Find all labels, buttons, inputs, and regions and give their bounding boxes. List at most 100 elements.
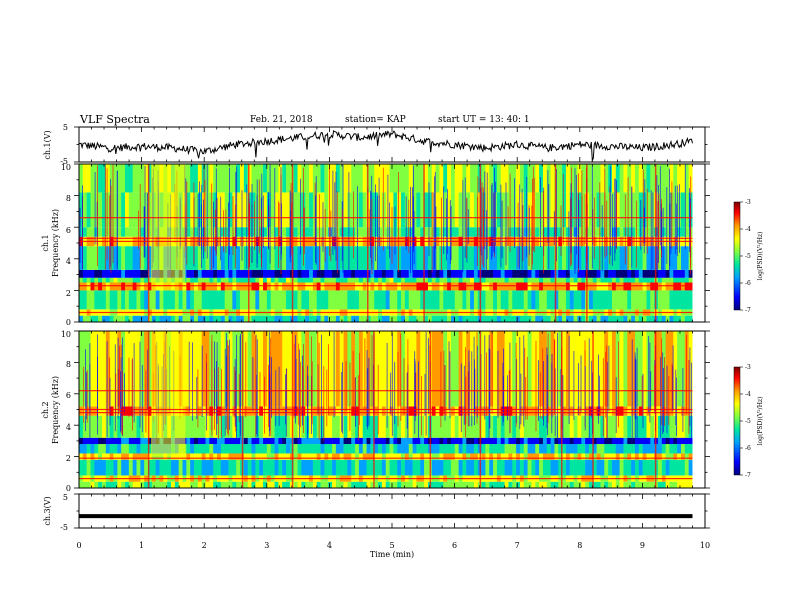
ch1-ytick-bottom: -5 <box>60 157 68 166</box>
spectrogram-cell <box>623 415 628 438</box>
spectrogram-cell <box>220 227 225 237</box>
spectrogram-cell <box>608 437 613 445</box>
spectrogram-cell <box>450 459 456 476</box>
spectrogram-cell <box>650 444 655 454</box>
spectrogram-streak <box>118 368 120 415</box>
spectrogram-cell <box>615 290 620 310</box>
spectrogram-cell <box>339 277 344 283</box>
spectrogram-streak <box>281 203 282 255</box>
spectrogram-cell <box>355 315 360 322</box>
spectrogram-cell <box>121 315 126 322</box>
spectrogram-cell <box>297 459 302 476</box>
spectrogram-cell <box>358 290 364 310</box>
spectrogram-cell <box>136 290 141 310</box>
spectrogram-cell <box>489 164 494 193</box>
spectrogram-streak <box>353 191 354 259</box>
spectrogram-cell <box>596 444 601 454</box>
spectrogram-cell <box>539 331 544 407</box>
spectrogram-cell <box>213 269 218 278</box>
spectrogram-cell <box>496 437 502 445</box>
spectrogram-cell <box>554 453 559 460</box>
spectrogram-cell <box>312 437 318 445</box>
spectrogram-cell <box>362 444 367 454</box>
spectrogram-cell <box>454 437 459 445</box>
spectrogram-cell <box>684 277 689 283</box>
spectrogram-cell <box>638 290 643 310</box>
spectrogram-cell <box>489 290 494 310</box>
spectrogram-cell <box>539 453 544 460</box>
spectrogram-cell <box>90 227 95 237</box>
spectrogram-cell <box>657 415 663 438</box>
spectrogram-streak <box>216 197 218 247</box>
spectrogram-cell <box>542 453 548 460</box>
spectrogram-cell <box>186 269 191 278</box>
spectrogram-cell <box>646 459 651 476</box>
spectrogram-streak <box>525 377 527 420</box>
spectrogram-cell <box>638 246 643 270</box>
spectrogram-streak <box>444 365 446 415</box>
spectrogram-streak <box>421 375 422 436</box>
spectrogram-cell <box>121 453 126 460</box>
spectrogram-cell <box>167 481 172 488</box>
spectrogram-cell <box>466 415 471 438</box>
spectrogram-cell <box>420 277 425 283</box>
spectrogram-cell <box>550 277 555 283</box>
spectrogram-cell <box>404 290 410 310</box>
spectrogram-cell <box>90 282 95 291</box>
spectrogram-cell <box>358 481 364 488</box>
spectrogram-cell <box>309 290 314 310</box>
spectrogram-cell <box>673 164 678 193</box>
spectrogram-streak <box>656 175 658 272</box>
spectrogram-cell <box>508 459 513 476</box>
spectrogram-streak <box>631 186 633 268</box>
spectrogram-cell <box>274 453 279 460</box>
spectrogram-cell <box>680 437 686 445</box>
spectrogram-cell <box>661 444 666 454</box>
spectrogram-streak <box>672 345 674 411</box>
spectrogram-cell <box>531 459 536 476</box>
spectrogram-streak <box>370 190 371 258</box>
spectrogram-cell <box>125 331 130 407</box>
spectrogram-cell <box>665 315 670 322</box>
spectrogram-cell <box>282 164 287 193</box>
spectrogram-streak <box>570 183 572 254</box>
spectrogram-cell <box>519 164 525 193</box>
spectrogram-cell <box>462 481 467 488</box>
spectrogram-cell <box>266 437 272 445</box>
spectrogram-cell <box>144 282 149 291</box>
spectrogram-cell <box>232 415 237 438</box>
spectrogram-cell <box>677 437 682 445</box>
spectrogram-cell <box>588 282 594 291</box>
spectrogram-cell <box>673 459 678 476</box>
spectrogram-cell <box>305 164 310 193</box>
colorbar-tick-label: -5 <box>745 253 751 260</box>
spectrogram-cell <box>309 277 314 283</box>
spectrogram-cell <box>328 269 333 278</box>
spectrogram-cell <box>516 315 521 322</box>
spectrogram-cell <box>358 406 364 416</box>
spectrogram-streak <box>317 331 319 410</box>
spectrogram-streak <box>106 168 108 260</box>
spectrogram-cell <box>121 192 126 228</box>
spectrogram-cell <box>320 164 325 193</box>
spectrogram-cell <box>592 459 597 476</box>
spectrogram-cell <box>493 331 498 407</box>
spectrogram-cell <box>370 315 375 322</box>
ch1-colorbar-gradient <box>733 201 741 311</box>
spectrogram-cell <box>320 406 325 416</box>
spectrogram-cell <box>79 269 84 278</box>
spectrogram-cell <box>493 269 498 278</box>
spectrogram-cell <box>646 164 651 193</box>
spectrogram-cell <box>542 406 548 416</box>
spectrogram-streak <box>689 347 691 427</box>
spectrogram-cell <box>324 290 329 310</box>
spectrogram-cell <box>151 481 156 488</box>
spectrogram-cell <box>539 290 544 310</box>
spectrogram-cell <box>274 459 279 476</box>
spectrogram-cell <box>82 331 87 407</box>
spectrogram-cell <box>389 282 394 291</box>
spectrogram-cell <box>577 269 582 278</box>
spectrogram-cell <box>608 290 613 310</box>
spectrogram-cell <box>665 192 670 228</box>
spectrogram-cell <box>339 315 344 322</box>
